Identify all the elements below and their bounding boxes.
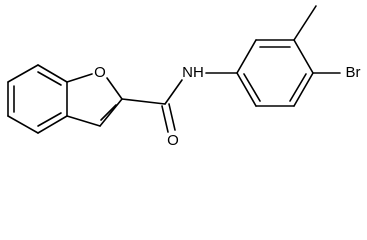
bond [236, 72, 257, 107]
bond [37, 64, 68, 83]
bond [37, 115, 68, 134]
page: {"molecule": {"atoms": ["O", "NH", "O", … [7, 5, 361, 149]
bond [106, 77, 123, 100]
atom-label: Br [346, 64, 361, 81]
bond [293, 5, 317, 41]
bond [236, 39, 257, 74]
bond [293, 39, 314, 74]
bonds [7, 5, 341, 134]
atom-label: NH [182, 64, 204, 81]
bond [66, 115, 101, 127]
bond-inner [289, 73, 307, 102]
atom-label: O [94, 64, 106, 81]
bond [66, 73, 93, 83]
bond [99, 98, 123, 127]
bond [168, 103, 176, 131]
atom-label: O [167, 132, 179, 149]
bond [293, 72, 314, 107]
structure-diagram: O NH O Br [7, 5, 361, 149]
bond [121, 98, 166, 105]
bond [7, 115, 39, 134]
bond [7, 64, 39, 83]
bond-inner [37, 71, 62, 86]
bond-inner [243, 73, 261, 102]
bond-inner [100, 104, 117, 121]
bond [164, 79, 183, 105]
bond-inner [37, 112, 62, 127]
bond [161, 105, 169, 133]
